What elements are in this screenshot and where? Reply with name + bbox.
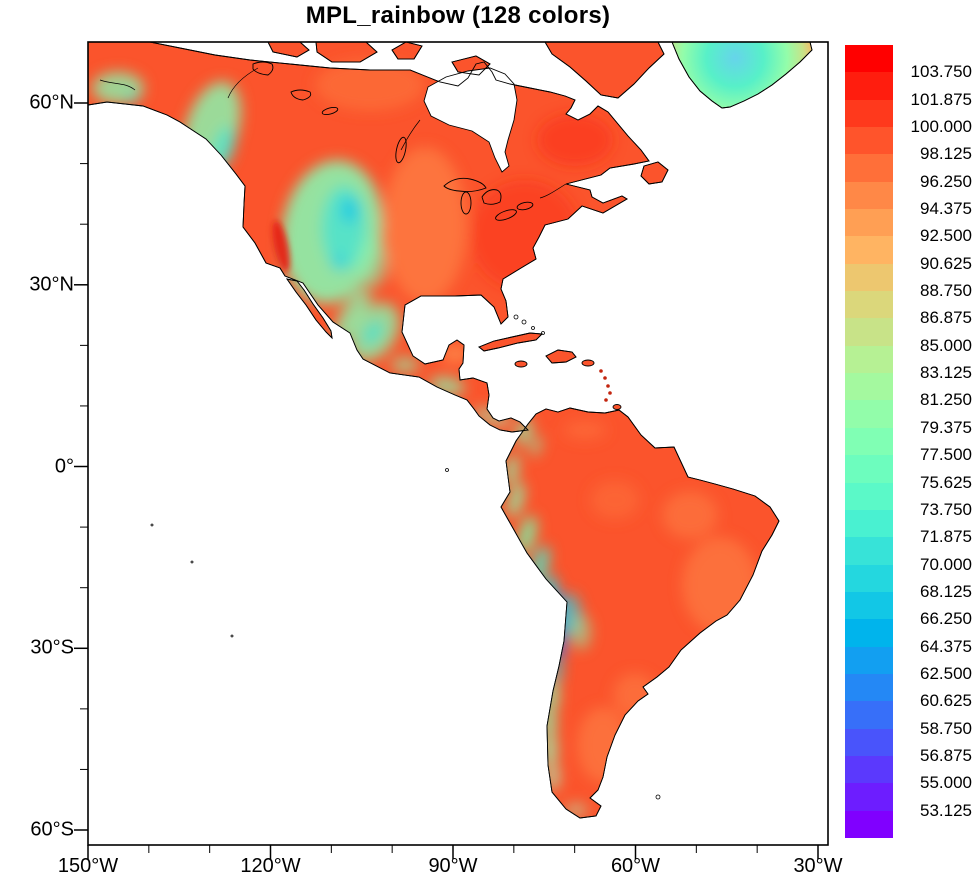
colorbar-segment	[845, 72, 893, 100]
x-axis-label: 90°W	[428, 855, 478, 877]
colorbar-segment	[845, 755, 893, 784]
colorbar-label: 58.750	[920, 718, 972, 738]
colorbar-label: 88.750	[920, 281, 972, 301]
colorbar-segment	[845, 209, 893, 237]
colorbar-label: 60.625	[920, 691, 972, 711]
y-axis-label: 0°	[54, 455, 74, 477]
colorbar-label: 90.625	[920, 253, 972, 273]
south-america-landmass	[500, 407, 780, 819]
colorbar-label: 71.875	[920, 527, 972, 547]
hudson-bay	[423, 67, 518, 173]
colorbar-label: 85.000	[920, 335, 972, 355]
colorbar-label: 55.000	[920, 773, 972, 793]
colorbar-segment	[845, 482, 893, 510]
x-axis-label: 30°W	[793, 855, 843, 877]
colorbar-segment	[845, 345, 893, 374]
colorbar-segment	[845, 646, 893, 674]
colorbar-label: 68.125	[920, 581, 972, 601]
colorbar-segment	[845, 291, 893, 319]
colorbar-segment	[845, 537, 893, 565]
colorbar-segment	[845, 455, 893, 483]
chart-title: MPL_rainbow (128 colors)	[305, 2, 611, 29]
colorbar-label: 92.500	[920, 226, 972, 246]
small-islets	[150, 314, 661, 800]
colorbar-segment	[845, 45, 893, 73]
colorbar-segment	[845, 619, 893, 647]
data-field-patches	[92, 59, 758, 816]
colorbar-label: 64.375	[920, 636, 972, 656]
colorbar-label: 53.125	[920, 800, 972, 820]
colorbar-label: 86.875	[920, 308, 972, 328]
colorbar-label: 94.375	[920, 199, 972, 219]
axis-ticks	[74, 102, 819, 859]
colorbar-segment	[845, 373, 893, 401]
colorbar-label: 81.250	[920, 390, 972, 410]
colorbar-label: 100.000	[910, 117, 972, 137]
colorbar-label: 98.125	[920, 144, 972, 164]
colorbar-segment	[845, 427, 893, 456]
colorbar-segment	[845, 99, 893, 128]
colorbar-segment	[845, 728, 893, 756]
colorbar-label: 101.875	[910, 89, 972, 109]
colorbar-segment	[845, 127, 893, 155]
colorbar-label: 66.250	[920, 609, 972, 629]
colorbar-segment	[845, 181, 893, 210]
colorbar-label: 75.625	[920, 472, 972, 492]
lesser-antilles-dots	[599, 369, 612, 402]
colorbar-label: 83.125	[920, 363, 972, 383]
trinidad-island	[612, 404, 622, 410]
colorbar-segment	[845, 783, 893, 811]
y-axis-label: 30°N	[29, 273, 74, 296]
colorbar-segment	[845, 154, 893, 182]
colorbar	[845, 45, 893, 838]
lakes-outlines	[99, 61, 567, 221]
y-axis-label: 60°N	[29, 91, 74, 114]
y-axis-label: 30°S	[30, 636, 74, 659]
puerto-rico-island	[581, 359, 595, 367]
colorbar-segment	[845, 810, 893, 838]
colorbar-label: 73.750	[920, 499, 972, 519]
map-canvas	[88, 42, 813, 819]
x-axis-label: 150°W	[57, 855, 119, 877]
colorbar-segment	[845, 318, 893, 346]
colorbar-segment	[845, 236, 893, 264]
colorbar-label: 96.250	[920, 171, 972, 191]
colorbar-label: 79.375	[920, 417, 972, 437]
caribbean-islands	[478, 332, 577, 364]
plot-frame	[87, 41, 829, 846]
colorbar-segment	[845, 263, 893, 292]
greenland-landmass	[671, 42, 813, 109]
colorbar-label: 70.000	[920, 554, 972, 574]
colorbar-segment	[845, 564, 893, 592]
colorbar-label: 56.875	[920, 745, 972, 765]
x-axis-label: 60°W	[610, 855, 661, 877]
colorbar-segment	[845, 591, 893, 620]
colorbar-label: 103.750	[910, 62, 972, 82]
colorbar-segment	[845, 509, 893, 538]
colorbar-segment	[845, 673, 893, 702]
jamaica-island	[514, 360, 528, 368]
x-axis-label: 120°W	[240, 855, 301, 877]
colorbar-segment	[845, 701, 893, 729]
colorbar-segment	[845, 400, 893, 428]
y-axis-label: 60°S	[30, 818, 74, 841]
colorbar-label: 77.500	[920, 445, 972, 465]
colorbar-label: 62.500	[920, 663, 972, 683]
